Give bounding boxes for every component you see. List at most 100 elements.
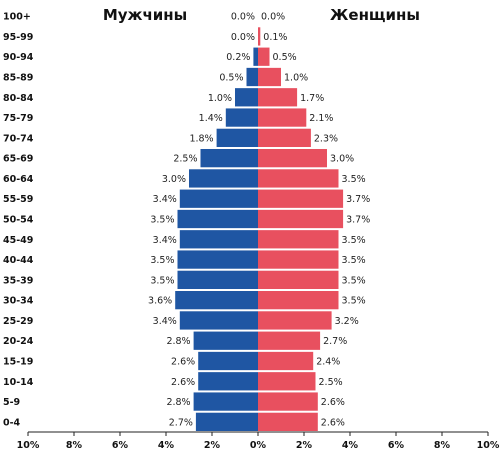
bar-male-15-19 <box>198 351 258 371</box>
value-label-male-30-34: 3.6% <box>148 296 172 307</box>
value-labels: 0.0% 0.0% 0.0% 0.1% 0.2% 0.5% 0.5% 1.0% 1.0% 1.7%… <box>148 12 370 429</box>
value-label-male-45-49: 3.4% <box>153 235 177 246</box>
bar-female-25-29 <box>258 311 332 330</box>
value-label-female-30-34: 3.5% <box>342 296 366 307</box>
bar-male-0-4 <box>195 412 258 431</box>
bar-male-45-49 <box>179 230 258 249</box>
value-label-female-15-19: 2.4% <box>316 357 340 368</box>
value-label-female-5-9: 2.6% <box>321 397 345 408</box>
bar-female-0-4 <box>258 412 318 431</box>
value-label-female-70-74: 2.3% <box>314 133 338 144</box>
bar-male-25-29 <box>179 311 258 330</box>
bar-female-10-14 <box>258 372 316 391</box>
x-tick-label: 10% <box>477 440 500 451</box>
age-label-70-74: 70-74 <box>3 133 34 144</box>
age-label-50-54: 50-54 <box>3 215 34 226</box>
value-label-male-50-54: 3.5% <box>150 215 174 226</box>
bar-male-30-34 <box>175 291 258 310</box>
age-label-40-44: 40-44 <box>3 255 34 266</box>
value-label-male-100+: 0.0% <box>231 12 255 23</box>
age-label-45-49: 45-49 <box>3 235 33 246</box>
age-label-0-4: 0-4 <box>3 417 21 428</box>
bar-female-40-44 <box>258 250 339 269</box>
x-tick-label: 8% <box>434 440 451 451</box>
bar-male-90-94 <box>253 47 258 66</box>
value-label-male-60-64: 3.0% <box>162 174 186 185</box>
bar-male-70-74 <box>216 128 258 147</box>
age-label-60-64: 60-64 <box>3 174 34 185</box>
bar-female-70-74 <box>258 128 311 147</box>
bar-female-60-64 <box>258 169 339 188</box>
value-label-female-25-29: 3.2% <box>335 316 359 327</box>
bar-male-65-69 <box>200 149 258 168</box>
value-label-male-20-24: 2.8% <box>166 336 190 347</box>
value-label-female-35-39: 3.5% <box>342 275 366 286</box>
age-label-35-39: 35-39 <box>3 275 33 286</box>
value-label-male-55-59: 3.4% <box>153 194 177 205</box>
value-label-male-10-14: 2.6% <box>171 377 195 388</box>
bar-female-85-89 <box>258 67 281 87</box>
bar-male-35-39 <box>177 270 258 289</box>
age-label-65-69: 65-69 <box>3 154 33 165</box>
age-group-labels: 100+ 95-99 90-94 85-89 80-84 75-79 70-74 65-69 6… <box>3 12 34 429</box>
bar-male-50-54 <box>177 209 258 229</box>
bar-male-85-89 <box>246 67 258 87</box>
bar-female-75-79 <box>258 108 307 127</box>
value-label-female-20-24: 2.7% <box>323 336 347 347</box>
value-label-female-90-94: 0.5% <box>273 52 297 63</box>
age-label-75-79: 75-79 <box>3 113 33 124</box>
age-label-5-9: 5-9 <box>3 397 20 408</box>
value-label-female-80-84: 1.7% <box>300 93 324 104</box>
age-label-15-19: 15-19 <box>3 357 33 368</box>
value-label-female-10-14: 2.5% <box>319 377 343 388</box>
value-label-female-65-69: 3.0% <box>330 154 354 165</box>
x-tick-label: 0% <box>250 440 267 451</box>
bar-female-45-49 <box>258 230 339 249</box>
value-label-male-90-94: 0.2% <box>226 52 250 63</box>
female-series-title: Женщины <box>330 6 420 24</box>
bar-female-35-39 <box>258 270 339 289</box>
bars-group <box>175 27 344 431</box>
bar-female-15-19 <box>258 351 314 371</box>
bar-male-55-59 <box>179 189 258 208</box>
age-label-20-24: 20-24 <box>3 336 34 347</box>
bar-female-5-9 <box>258 392 318 411</box>
x-axis-ticks: 10% 8% 6% 4% 2% 0% 2% 4% 6% 8% 10% <box>17 432 500 451</box>
age-label-80-84: 80-84 <box>3 93 34 104</box>
age-label-90-94: 90-94 <box>3 52 34 63</box>
bar-male-5-9 <box>193 392 258 411</box>
value-label-male-70-74: 1.8% <box>189 133 213 144</box>
age-label-55-59: 55-59 <box>3 194 33 205</box>
bar-female-65-69 <box>258 149 327 168</box>
bar-female-50-54 <box>258 209 344 229</box>
value-label-female-40-44: 3.5% <box>342 255 366 266</box>
value-label-female-95-99: 0.1% <box>263 32 287 43</box>
x-tick-label: 8% <box>66 440 83 451</box>
bar-male-20-24 <box>193 331 258 350</box>
value-label-male-85-89: 0.5% <box>219 73 243 84</box>
bar-female-95-99 <box>258 27 261 46</box>
bar-male-10-14 <box>198 372 258 391</box>
value-label-male-0-4: 2.7% <box>169 417 193 428</box>
bar-female-90-94 <box>258 47 270 66</box>
bar-male-75-79 <box>225 108 258 127</box>
age-label-95-99: 95-99 <box>3 32 33 43</box>
age-label-25-29: 25-29 <box>3 316 33 327</box>
bar-female-30-34 <box>258 291 339 310</box>
male-series-title: Мужчины <box>103 6 187 24</box>
value-label-male-35-39: 3.5% <box>150 275 174 286</box>
value-label-male-15-19: 2.6% <box>171 357 195 368</box>
x-tick-label: 4% <box>342 440 359 451</box>
value-label-male-5-9: 2.8% <box>166 397 190 408</box>
age-label-100+: 100+ <box>3 12 31 23</box>
x-tick-label: 6% <box>112 440 129 451</box>
age-label-30-34: 30-34 <box>3 296 34 307</box>
value-label-male-75-79: 1.4% <box>199 113 223 124</box>
age-label-85-89: 85-89 <box>3 73 33 84</box>
value-label-male-25-29: 3.4% <box>153 316 177 327</box>
value-label-male-40-44: 3.5% <box>150 255 174 266</box>
x-tick-label: 6% <box>388 440 405 451</box>
age-label-10-14: 10-14 <box>3 377 34 388</box>
value-label-male-65-69: 2.5% <box>173 154 197 165</box>
